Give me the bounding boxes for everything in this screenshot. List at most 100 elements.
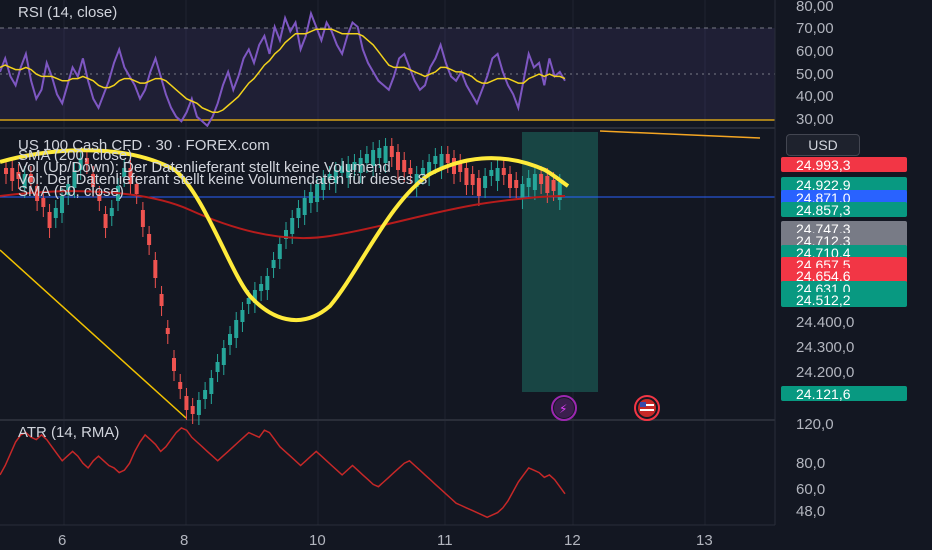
candle-body <box>520 184 525 199</box>
volume-legend[interactable]: Vol: Der Datenlieferant stellt keine Vol… <box>18 171 427 188</box>
price-scale-ticks[interactable]: 24.400,0 24.300,0 24.200,0 <box>796 314 854 381</box>
price-tick-24200: 24.200,0 <box>796 364 854 381</box>
price-tag-background <box>781 292 907 307</box>
candle-body <box>396 152 400 170</box>
candle-body <box>296 208 301 218</box>
candle-body <box>10 168 15 181</box>
atr-scale[interactable]: 120,0 80,0 60,0 48,0 <box>796 416 834 520</box>
candle-body <box>284 230 288 239</box>
time-label-13: 13 <box>696 532 713 549</box>
candle-body <box>97 194 102 201</box>
price-tag-background <box>781 268 907 283</box>
vertical-gridlines <box>63 0 706 525</box>
candle-body <box>240 310 245 322</box>
currency-button[interactable]: USD <box>786 134 860 156</box>
candle-body <box>402 160 407 172</box>
volume-updown-legend[interactable]: Vol (Up/Down): Der Datenlieferant stellt… <box>18 159 391 176</box>
price-tag-background <box>781 386 907 401</box>
trendline[interactable] <box>0 249 187 419</box>
price-panel[interactable]: US 100 Cash CFD · 30 · FOREX.com SMA (20… <box>0 130 775 425</box>
candle-body <box>532 174 537 190</box>
candle-body <box>4 168 8 174</box>
price-tag-background <box>781 202 907 217</box>
rsi-panel[interactable]: RSI (14, close) <box>0 4 775 128</box>
candle-body <box>470 174 475 185</box>
candle-body <box>420 168 425 175</box>
candle-body <box>489 170 494 176</box>
candle-body <box>252 290 257 303</box>
us-flag-event-icon[interactable] <box>634 395 660 421</box>
candle-body <box>78 158 83 170</box>
price-tag-label: 24.512,2 <box>796 292 851 308</box>
candle-body <box>383 146 388 163</box>
candle-body <box>215 362 220 372</box>
long-position-box[interactable] <box>522 132 598 392</box>
candle-body <box>91 174 96 187</box>
candle-body <box>315 184 320 202</box>
price-tick-24400: 24.400,0 <box>796 314 854 331</box>
candle-body <box>445 154 450 163</box>
svg-text:⚡: ⚡ <box>559 402 567 416</box>
atr-tick-120: 120,0 <box>796 416 834 433</box>
candle-body <box>302 198 307 215</box>
price-tags[interactable]: 24.993,324.922,924.871,024.857,324.747,3… <box>781 157 907 402</box>
candle-body <box>147 234 152 245</box>
candle-body <box>439 154 444 169</box>
candle-body <box>41 198 46 207</box>
price-tag-background <box>781 221 907 236</box>
rsi-tick-50: 50,00 <box>796 66 834 83</box>
price-tag[interactable]: 24.121,6 <box>781 386 907 402</box>
sma-50-line <box>0 148 570 323</box>
price-tag[interactable]: 24.512,2 <box>781 292 907 308</box>
candle-body <box>153 260 158 278</box>
symbol-title[interactable]: US 100 Cash CFD · 30 · FOREX.com <box>18 137 270 154</box>
candle-body <box>271 260 276 268</box>
price-tag[interactable]: 24.857,3 <box>781 202 907 218</box>
price-tag-label: 24.993,3 <box>796 157 851 173</box>
candle-body <box>495 168 500 181</box>
time-axis[interactable]: 6 8 10 11 12 13 <box>58 532 713 549</box>
sma-200-legend[interactable]: SMA (200, close) <box>18 147 132 164</box>
price-tag-label: 24.857,3 <box>796 202 851 218</box>
atr-title[interactable]: ATR (14, RMA) <box>18 424 119 441</box>
lightning-event-icon[interactable]: ⚡ <box>551 395 577 421</box>
price-tag[interactable]: 24.922,9 <box>781 177 907 193</box>
candle-body <box>433 156 438 164</box>
candle-body <box>221 348 226 365</box>
candle-body <box>464 168 469 185</box>
candle-body <box>476 178 481 196</box>
candle-body <box>53 208 58 218</box>
candle-body <box>203 390 208 399</box>
candle-body <box>352 162 357 170</box>
price-tag[interactable]: 24.654,6 <box>781 268 907 284</box>
price-tag-background <box>781 177 907 192</box>
candle-body <box>35 186 40 201</box>
rsi-tick-70: 70,00 <box>796 20 834 37</box>
rsi-tick-30: 30,00 <box>796 111 834 128</box>
atr-tick-80: 80,0 <box>796 455 825 472</box>
candle-body <box>209 378 214 394</box>
candle-body <box>66 184 71 195</box>
price-tag[interactable]: 24.993,3 <box>781 157 907 173</box>
candle-body <box>545 176 550 193</box>
sma-50-legend[interactable]: SMA (50, close) <box>18 183 124 200</box>
candle-body <box>72 170 77 188</box>
candle-body <box>371 150 376 166</box>
candle-body <box>526 178 531 187</box>
price-tag-label: 24.922,9 <box>796 177 851 193</box>
time-axis-background[interactable] <box>0 525 932 550</box>
atr-panel[interactable]: ATR (14, RMA) <box>0 424 566 519</box>
candle-body <box>259 284 264 291</box>
candle-body <box>557 182 562 200</box>
candle-body <box>377 148 382 158</box>
candle-body <box>340 166 344 173</box>
candle-body <box>234 320 239 338</box>
upper-trendline[interactable] <box>599 130 761 139</box>
candle-body <box>327 174 332 180</box>
candle-body <box>514 180 519 188</box>
price-tag-background <box>781 190 907 205</box>
candle-body <box>508 174 512 188</box>
rsi-title: RSI (14, close) <box>18 4 117 21</box>
rsi-scale[interactable]: 80,00 70,00 60,00 50,00 40,00 30,00 <box>796 0 834 128</box>
